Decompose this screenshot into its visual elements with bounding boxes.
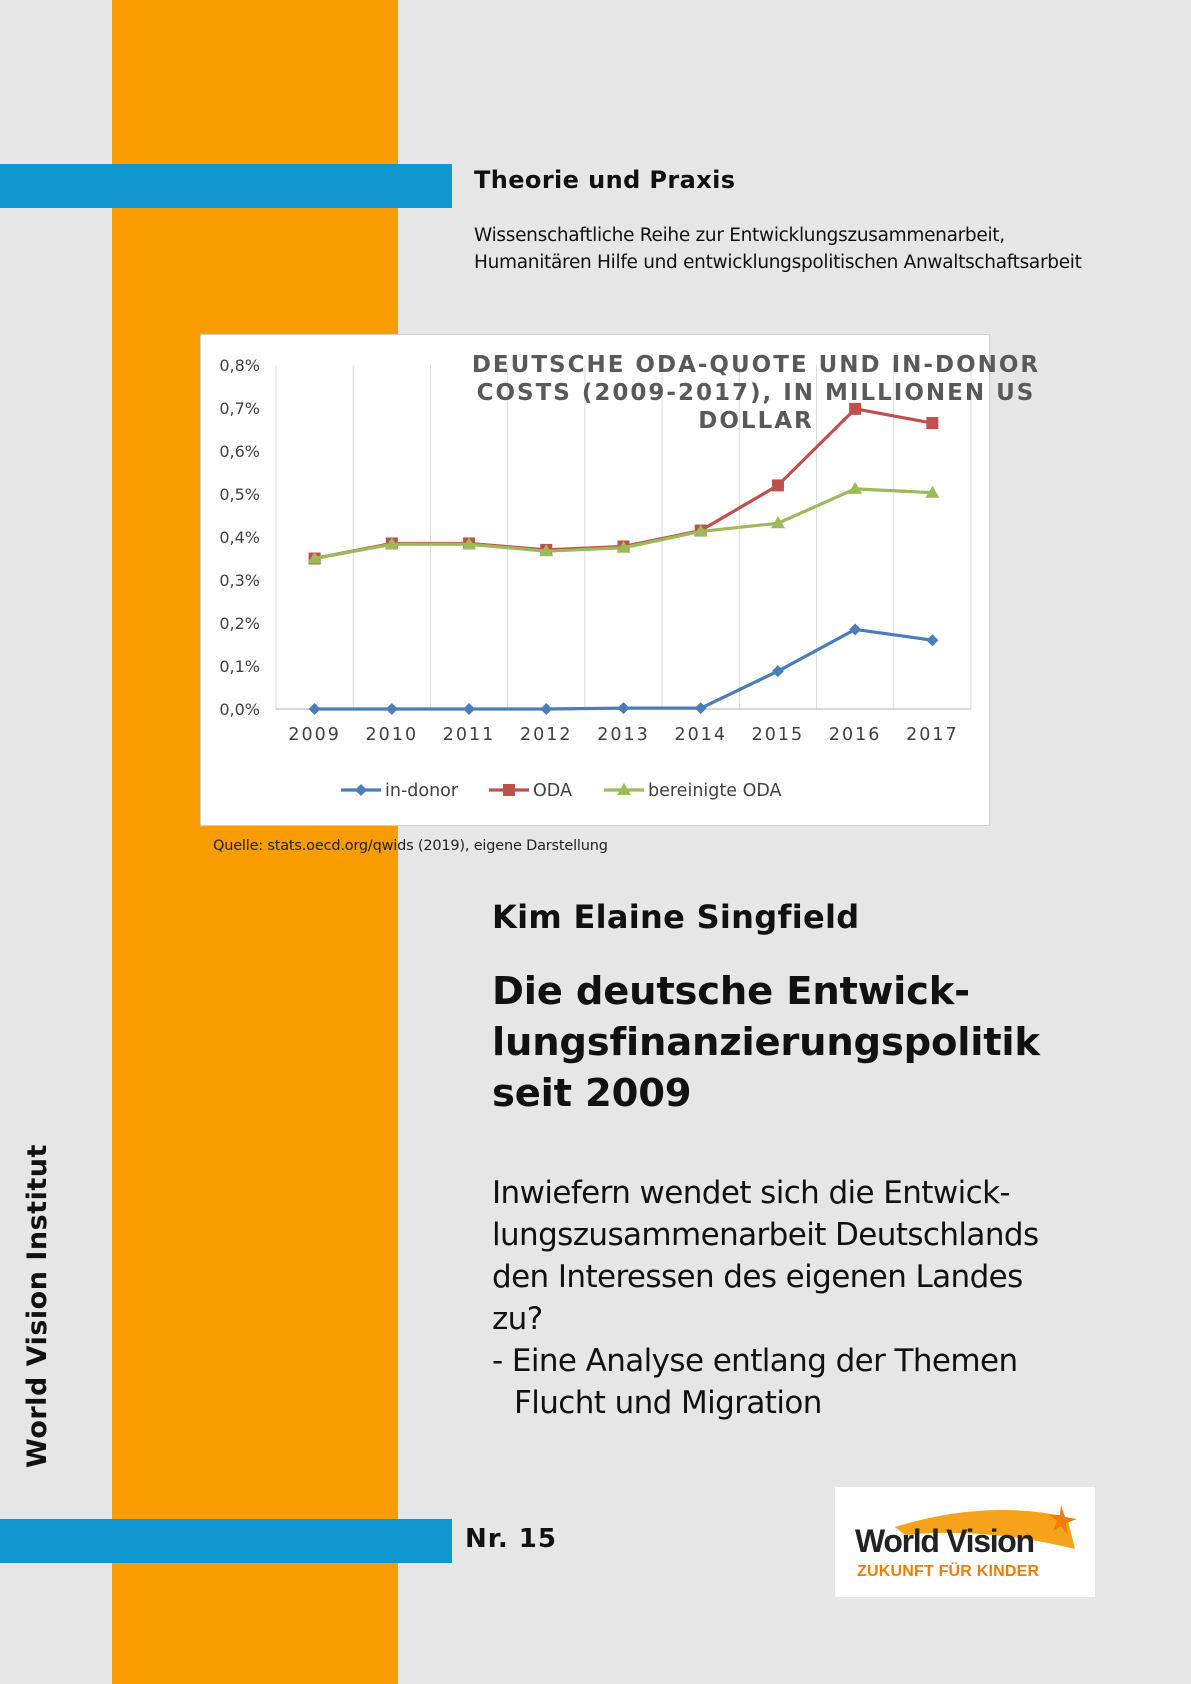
point-bereinigte-oda [848, 481, 863, 494]
subtitle: Inwiefern wendet sich die Entwick- lungs… [492, 1172, 1052, 1424]
y-tick-label: 0,1% [219, 657, 260, 676]
point-in-donor [771, 665, 784, 678]
y-tick-label: 0,3% [219, 571, 260, 590]
main-title: Die deutsche Entwick- lungsfinanzierungs… [492, 966, 1052, 1119]
x-tick-label: 2011 [443, 725, 496, 745]
subtitle-line: Inwiefern wendet sich die Entwick- [492, 1175, 1011, 1211]
point-oda [771, 479, 784, 492]
y-tick-label: 0,4% [219, 528, 260, 547]
y-tick-label: 0,5% [219, 485, 260, 504]
point-in-donor [849, 623, 862, 636]
point-bereinigte-oda [925, 485, 940, 498]
legend-marker-in-donor [355, 784, 367, 796]
point-bereinigte-oda [616, 540, 631, 553]
subtitle-line: lungszusammenarbeit Deutschlands [492, 1217, 1039, 1253]
subtitle-line: den Interessen des eigenen Landes [492, 1259, 1023, 1295]
logo-tagline: ZUKUNFT FÜR KINDER [857, 1563, 1040, 1580]
institute-label: World Vision Institut [22, 1144, 53, 1468]
series-subtitle: Wissenschaftliche Reihe zur Entwicklungs… [474, 222, 1154, 276]
oda-chart: 0,0% 0,1% 0,2% 0,3% 0,4% 0,5% 0,6% 0,7% 0,8% 2009… [200, 334, 1038, 826]
series-title: Theorie und Praxis [474, 166, 736, 194]
subtitle-line: - Eine Analyse entlang der Themen [492, 1343, 1018, 1379]
series-subtitle-line: Humanitären Hilfe und entwicklungspoliti… [474, 252, 1082, 273]
series-line-in-donor [314, 627, 933, 711]
point-oda [849, 402, 862, 415]
point-bereinigte-oda [462, 537, 477, 550]
point-in-donor [694, 702, 707, 715]
point-oda [926, 417, 939, 430]
bottom-blue-bar [0, 1519, 452, 1563]
title-line: lungsfinanzierungspolitik [492, 1020, 1040, 1065]
x-tick-label: 2012 [520, 725, 573, 745]
chart-title: DEUTSCHE ODA-QUOTE UND IN-DONOR COSTS (2… [471, 352, 1041, 434]
y-tick-label: 0,8% [219, 356, 260, 375]
legend-label-bereinigte-oda: bereinigte ODA [648, 781, 782, 801]
x-tick-label: 2017 [906, 725, 959, 745]
x-tick-label: 2009 [288, 725, 341, 745]
point-bereinigte-oda [693, 524, 708, 537]
logo-name: World Vision [855, 1523, 1035, 1559]
logo-star-icon [895, 1505, 1077, 1549]
subtitle-line: Flucht und Migration [514, 1385, 822, 1421]
y-tick-label: 0,2% [219, 614, 260, 633]
series-subtitle-line: Wissenschaftliche Reihe zur Entwicklungs… [474, 225, 1005, 246]
point-in-donor [463, 703, 476, 715]
author-name: Kim Elaine Singfield [492, 898, 860, 936]
x-tick-label: 2014 [674, 725, 727, 745]
legend-label-in-donor: in-donor [385, 781, 459, 801]
point-bereinigte-oda [539, 544, 554, 557]
subtitle-line: zu? [492, 1301, 543, 1337]
chart-source: Quelle: stats.oecd.org/qwids (2019), eig… [213, 838, 608, 854]
title-line: seit 2009 [492, 1071, 692, 1116]
y-tick-label: 0,0% [219, 700, 260, 719]
point-in-donor [926, 634, 939, 647]
legend-label-oda: ODA [533, 781, 572, 801]
title-line: Die deutsche Entwick- [492, 969, 970, 1014]
legend-marker-oda [503, 784, 515, 796]
point-bereinigte-oda [307, 551, 322, 564]
point-in-donor [308, 703, 321, 715]
x-tick-label: 2013 [597, 725, 650, 745]
world-vision-logo: World Vision ZUKUNFT FÜR KINDER [835, 1487, 1095, 1597]
y-tick-label: 0,7% [219, 399, 260, 418]
legend-marker-bereinigte-oda [617, 783, 631, 795]
top-blue-bar [0, 164, 452, 208]
x-tick-label: 2015 [752, 725, 805, 745]
chart-canvas: 0,0% 0,1% 0,2% 0,3% 0,4% 0,5% 0,6% 0,7% 0,8% 2009… [219, 356, 972, 801]
y-tick-label: 0,6% [219, 442, 260, 461]
issue-number: Nr. 15 [465, 1524, 557, 1554]
x-tick-label: 2010 [366, 725, 419, 745]
point-in-donor [617, 702, 630, 715]
point-in-donor [385, 703, 398, 715]
x-tick-label: 2016 [829, 725, 882, 745]
orange-band [112, 0, 398, 1684]
point-bereinigte-oda [770, 516, 785, 529]
point-bereinigte-oda [384, 537, 399, 550]
point-in-donor [540, 703, 553, 715]
